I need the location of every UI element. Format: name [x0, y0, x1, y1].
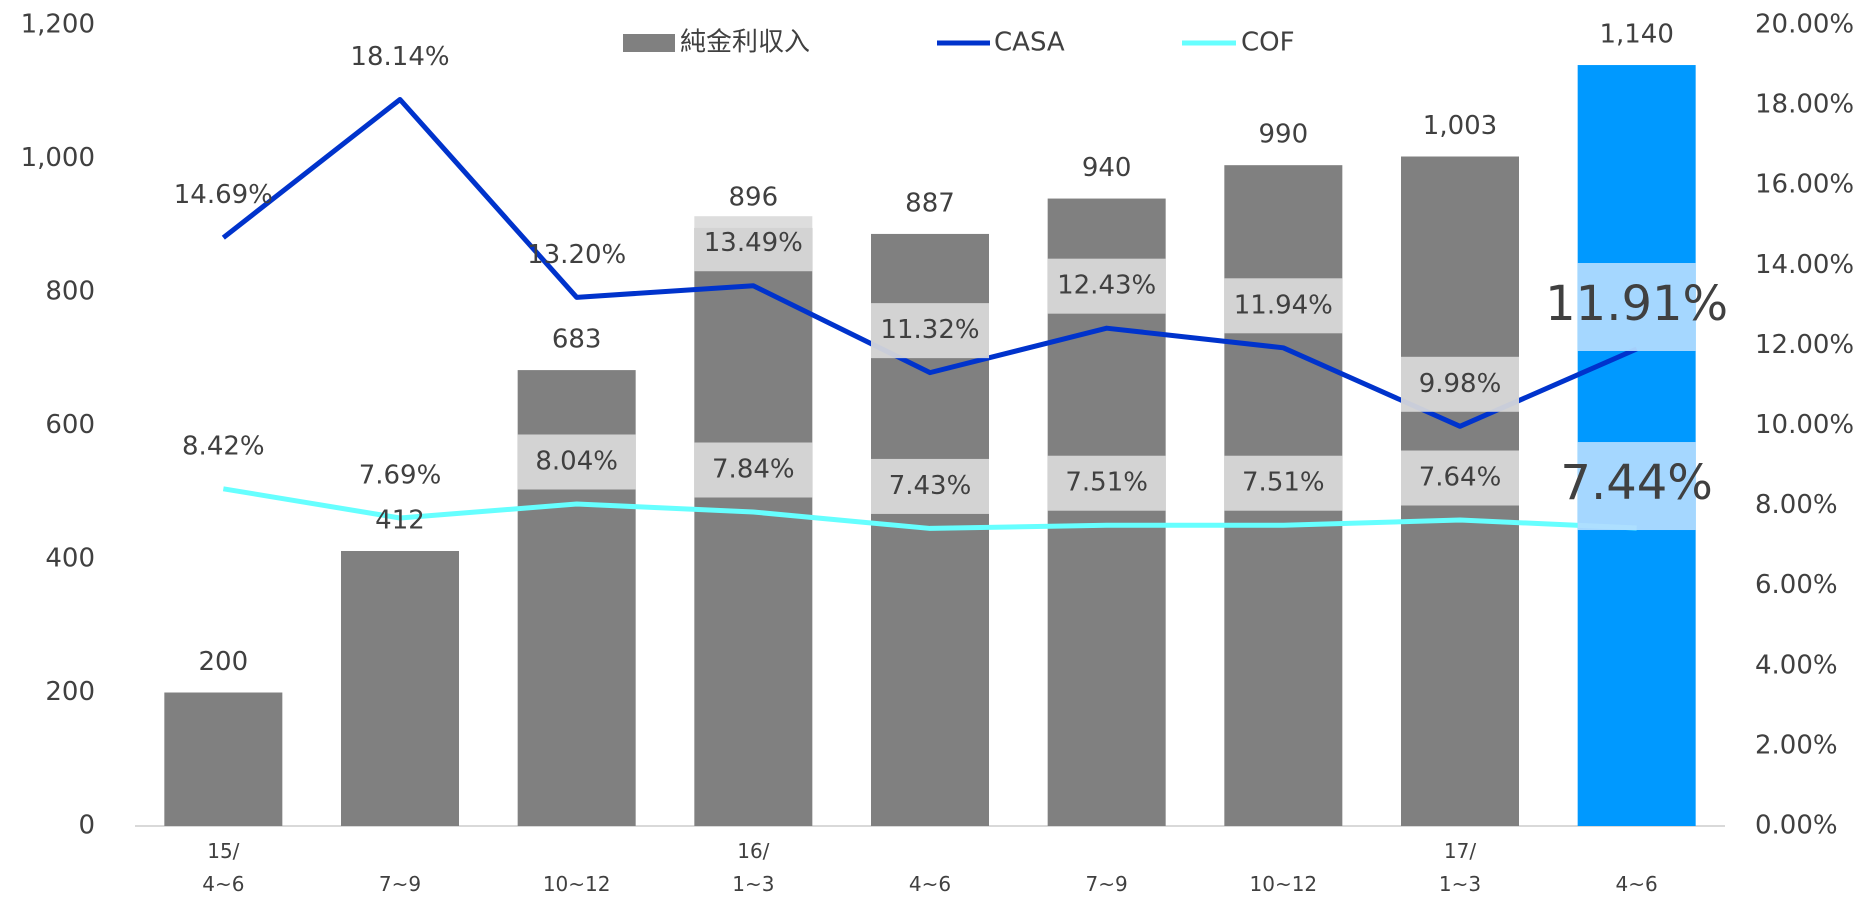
y-tick-label: 400	[45, 544, 95, 574]
bar	[694, 227, 813, 827]
label-box	[1047, 455, 1166, 511]
x-tick-label: 10~12	[1249, 872, 1318, 896]
y2-tick-label: 14.00%	[1755, 250, 1854, 280]
data-label: 7.51%	[1065, 468, 1148, 498]
y-tick-label: 0	[78, 811, 95, 841]
data-label: 7.64%	[1419, 463, 1502, 493]
legend-label: COF	[1241, 28, 1295, 58]
x-tick-label: 4~6	[908, 872, 952, 896]
y-tick-label: 1,000	[21, 143, 95, 173]
data-label: 896	[729, 182, 779, 212]
data-label: 18.14%	[350, 42, 449, 72]
legend-label: 純金利収入	[680, 28, 810, 58]
bar	[164, 692, 283, 826]
x-tick-label: 7~9	[1085, 872, 1128, 896]
data-label: 990	[1259, 120, 1309, 150]
data-label: 13.20%	[527, 240, 626, 270]
y2-tick-label: 2.00%	[1755, 730, 1838, 760]
y2-tick-label: 12.00%	[1755, 330, 1854, 360]
data-label: 887	[905, 188, 955, 218]
data-label: 11.94%	[1234, 290, 1333, 320]
label-box	[517, 434, 636, 490]
x-tick-label: 16/ 1~3	[732, 839, 775, 896]
data-label: 8.42%	[182, 431, 265, 461]
line-cof	[222, 486, 1637, 531]
data-label: 9.98%	[1419, 369, 1502, 399]
x-tick-label: 7~9	[378, 872, 422, 896]
label-box	[1401, 450, 1519, 506]
data-label: 11.32%	[880, 315, 979, 345]
label-box	[694, 442, 813, 498]
y2-tick-label: 10.00%	[1755, 410, 1854, 440]
label-box	[1577, 263, 1696, 352]
y2-tick-label: 20.00%	[1755, 10, 1854, 40]
label-box	[1401, 356, 1519, 412]
data-label: 412	[375, 505, 425, 535]
y2-tick-label: 4.00%	[1755, 650, 1838, 680]
label-box	[694, 216, 813, 272]
y-tick-label: 200	[45, 677, 95, 707]
data-label: 7.44%	[1560, 455, 1712, 511]
data-label: 7.69%	[359, 461, 442, 491]
data-label: 11.91%	[1545, 276, 1728, 332]
x-tick-label: 17/ 1~3	[1438, 839, 1482, 896]
y-tick-label: 600	[45, 410, 95, 440]
data-label: 1,140	[1599, 20, 1673, 50]
data-label: 7.84%	[712, 455, 795, 485]
label-box	[1224, 455, 1343, 511]
data-label: 1,003	[1423, 111, 1497, 141]
y2-tick-label: 16.00%	[1755, 170, 1854, 200]
y2-tick-label: 6.00%	[1755, 570, 1838, 600]
y2-tick-label: 0.00%	[1755, 811, 1838, 841]
y2-tick-label: 18.00%	[1755, 90, 1854, 120]
data-label: 12.43%	[1057, 271, 1156, 301]
label-box	[1577, 442, 1696, 531]
label-box	[871, 458, 989, 514]
y-tick-label: 800	[45, 277, 95, 307]
label-box	[1047, 258, 1166, 314]
legend-label: CASA	[994, 28, 1065, 58]
data-label: 14.69%	[174, 180, 273, 210]
label-box	[1224, 278, 1343, 334]
data-label: 940	[1082, 153, 1132, 183]
data-label: 7.51%	[1242, 468, 1325, 498]
data-label: 200	[199, 647, 249, 677]
x-tick-label: 10~12	[542, 872, 611, 896]
data-label: 683	[552, 325, 602, 355]
data-label: 8.04%	[535, 446, 618, 476]
x-tick-label: 15/ 4~6	[202, 839, 245, 896]
bar	[341, 550, 459, 826]
data-label: 13.49%	[704, 228, 803, 258]
legend-swatch	[623, 34, 675, 52]
y-tick-label: 1,200	[21, 10, 95, 40]
y2-tick-label: 8.00%	[1755, 490, 1838, 520]
data-label: 7.43%	[889, 471, 972, 501]
label-box	[871, 303, 989, 359]
x-tick-label: 4~6	[1615, 872, 1658, 896]
